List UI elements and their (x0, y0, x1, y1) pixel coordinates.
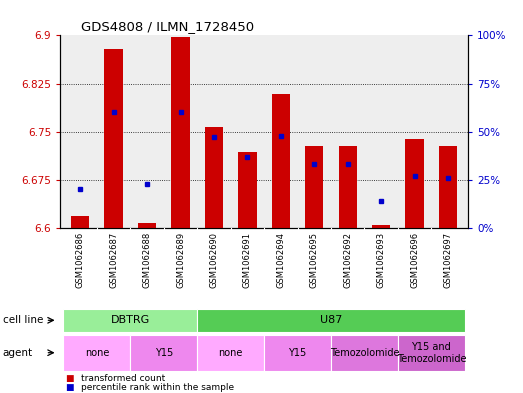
FancyBboxPatch shape (264, 335, 331, 371)
Text: GSM1062695: GSM1062695 (310, 232, 319, 288)
Bar (71, 217, 89, 228)
Bar (238, 152, 257, 228)
Text: cell line: cell line (3, 315, 43, 325)
Text: GDS4808 / ILMN_1728450: GDS4808 / ILMN_1728450 (81, 20, 254, 33)
Bar (439, 146, 457, 228)
Bar (172, 37, 190, 228)
FancyBboxPatch shape (63, 335, 130, 371)
Text: none: none (219, 348, 243, 358)
Bar (105, 50, 123, 228)
FancyBboxPatch shape (331, 335, 398, 371)
Text: DBTRG: DBTRG (111, 315, 150, 325)
Text: GSM1062690: GSM1062690 (209, 232, 219, 288)
Bar (205, 127, 223, 228)
Text: Y15: Y15 (288, 348, 306, 358)
Text: GSM1062687: GSM1062687 (109, 232, 118, 288)
FancyBboxPatch shape (63, 309, 197, 332)
Bar (338, 146, 357, 228)
FancyBboxPatch shape (130, 335, 197, 371)
Text: GSM1062692: GSM1062692 (343, 232, 352, 288)
Text: Y15 and
Temozolomide: Y15 and Temozolomide (396, 342, 466, 364)
Text: GSM1062688: GSM1062688 (143, 232, 152, 288)
Text: ■: ■ (65, 374, 74, 382)
Text: GSM1062696: GSM1062696 (410, 232, 419, 288)
Text: Temozolomide: Temozolomide (329, 348, 399, 358)
Text: GSM1062686: GSM1062686 (76, 232, 85, 288)
Text: GSM1062689: GSM1062689 (176, 232, 185, 288)
Text: U87: U87 (320, 315, 342, 325)
Text: ■: ■ (65, 384, 74, 392)
Text: GSM1062693: GSM1062693 (377, 232, 385, 288)
Text: GSM1062694: GSM1062694 (276, 232, 286, 288)
Bar (405, 140, 424, 228)
Text: transformed count: transformed count (81, 374, 165, 382)
Text: agent: agent (3, 348, 33, 358)
Bar (372, 225, 390, 228)
Text: none: none (85, 348, 109, 358)
Bar (138, 223, 156, 228)
Text: GSM1062697: GSM1062697 (444, 232, 452, 288)
Text: GSM1062691: GSM1062691 (243, 232, 252, 288)
FancyBboxPatch shape (197, 335, 264, 371)
FancyBboxPatch shape (398, 335, 465, 371)
Bar (305, 146, 323, 228)
FancyBboxPatch shape (197, 309, 465, 332)
Text: Y15: Y15 (155, 348, 173, 358)
Text: percentile rank within the sample: percentile rank within the sample (81, 384, 234, 392)
Bar (271, 94, 290, 228)
